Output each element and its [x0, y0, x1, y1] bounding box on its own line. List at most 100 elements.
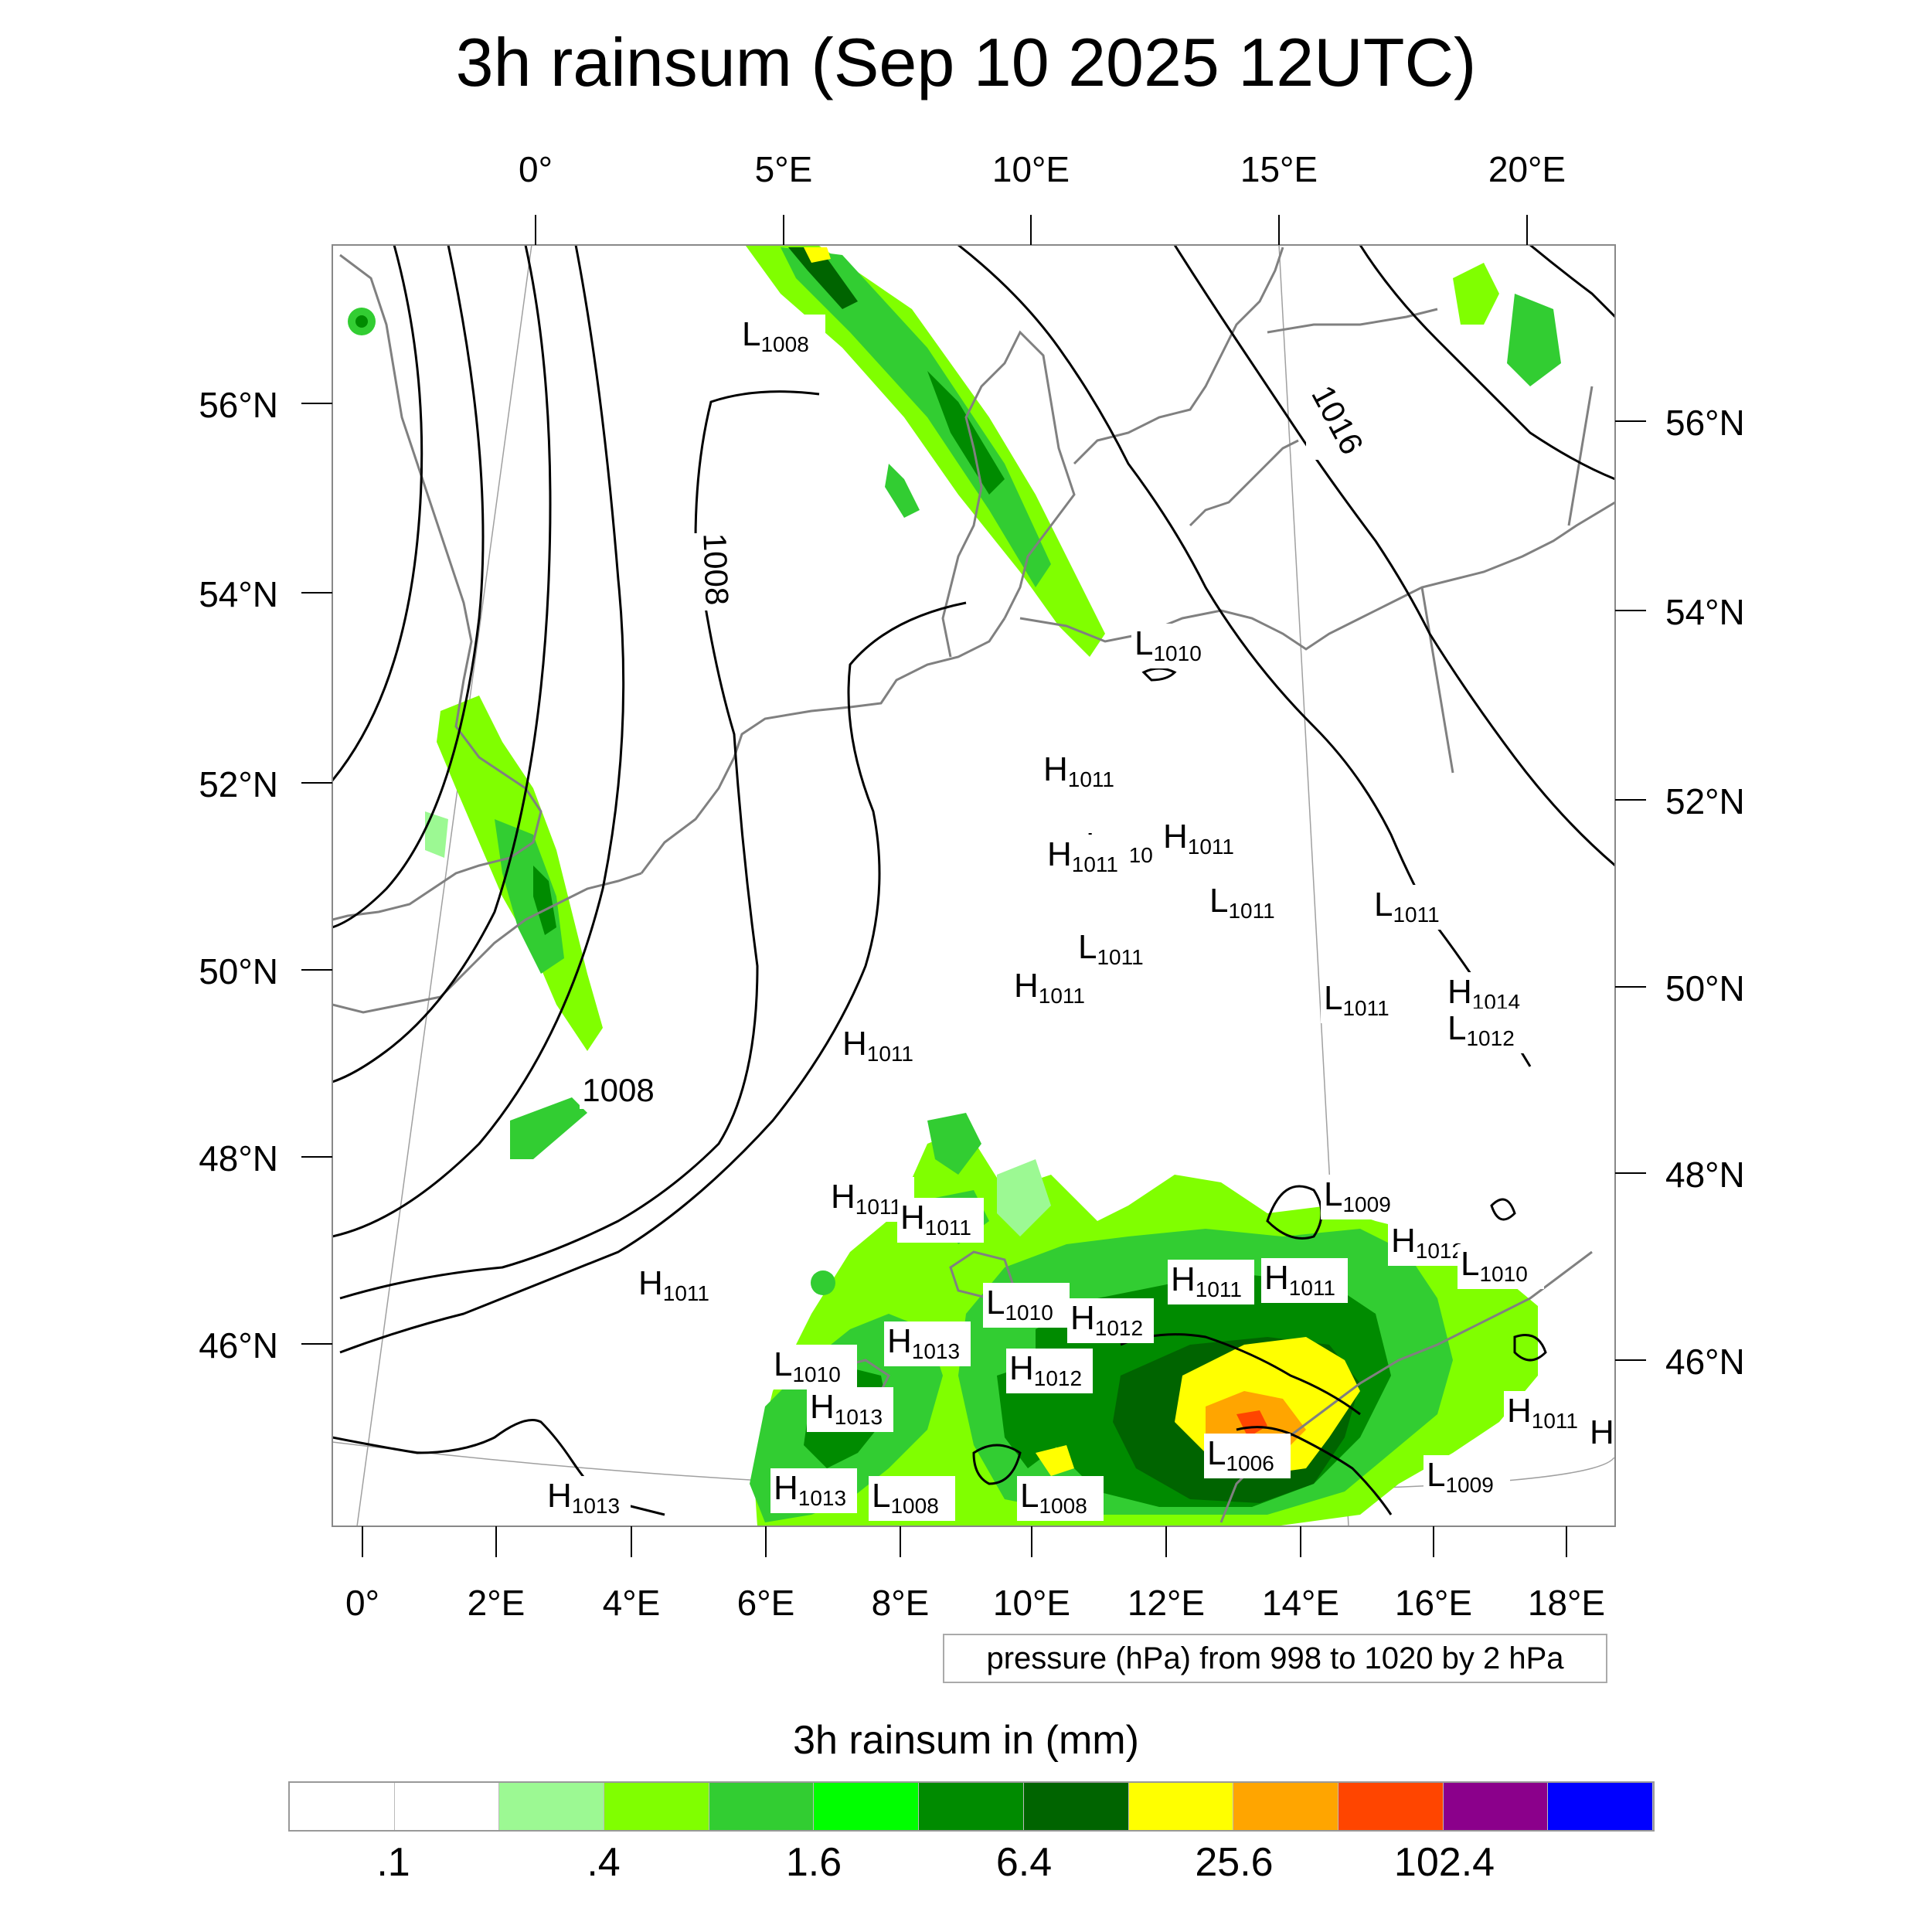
- right-lat-label: 48°N: [1665, 1155, 1745, 1195]
- pressure-center-high: H1011: [897, 1198, 984, 1243]
- colorbar-swatch: [290, 1783, 395, 1830]
- colorbar-label: .4: [587, 1840, 621, 1885]
- contour-info-box: pressure (hPa) from 998 to 1020 by 2 hPa: [943, 1634, 1607, 1683]
- pressure-center-high: H1011: [1168, 1260, 1254, 1304]
- pressure-center-label: L1010: [774, 1345, 841, 1386]
- left-lat-label: 54°N: [199, 574, 278, 614]
- left-lat-label: 46°N: [199, 1325, 278, 1366]
- pressure-center-high: H1011: [1261, 1258, 1348, 1303]
- pressure-center-high: H1013: [884, 1321, 971, 1366]
- map-layers: 1008 1008 1016 L1008L1010H1011L1010H1011…: [332, 245, 1615, 1526]
- pressure-center-low: L1010: [983, 1283, 1070, 1328]
- left-lat-label: 50°N: [199, 951, 278, 992]
- pressure-center-high: H1011: [635, 1264, 722, 1308]
- isobars: [332, 245, 1615, 1516]
- colorbar-label: 102.4: [1393, 1840, 1495, 1885]
- right-lat-label: 50°N: [1665, 968, 1745, 1009]
- left-lat-label: 48°N: [199, 1138, 278, 1179]
- pressure-center-low: L1008: [1017, 1476, 1104, 1521]
- pressure-center-low: L1008: [869, 1476, 955, 1521]
- pressure-center-low: L1011: [1206, 881, 1293, 926]
- left-lat-label: 56°N: [199, 385, 278, 425]
- pressure-center-high: H1011: [1011, 966, 1097, 1011]
- right-ticks: [1615, 420, 1646, 1361]
- bottom-lon-label: 12°E: [1128, 1583, 1205, 1623]
- left-lat-label: 52°N: [199, 764, 278, 804]
- pressure-center-labels: L1008L1010H1011L1010H1011H1011L1011L1011…: [544, 315, 1615, 1521]
- bottom-ticks: [362, 1526, 1567, 1557]
- colorbar-label: 1.6: [785, 1840, 842, 1885]
- colorbar-swatch: [919, 1783, 1024, 1830]
- pressure-center-low: L1010: [1131, 624, 1218, 668]
- colorbar-swatch: [1023, 1783, 1129, 1830]
- pressure-center-high: H1011: [1044, 835, 1131, 879]
- pressure-center-low: L1011: [1321, 978, 1407, 1023]
- pressure-center-label: L1009: [1427, 1456, 1494, 1497]
- top-tick-labels: 0° 5°E 10°E 15°E 20°E: [519, 149, 1566, 189]
- plot-frame: [332, 244, 1616, 1527]
- colorbar-swatch: [499, 1783, 605, 1830]
- pressure-center-label: L1011: [1078, 928, 1144, 969]
- right-lat-label: 56°N: [1665, 403, 1745, 443]
- colorbar-swatch: [814, 1783, 920, 1830]
- pressure-center-low: L1010: [1458, 1244, 1544, 1289]
- pressure-center-high: H1011: [1504, 1391, 1590, 1436]
- pressure-center-low: L1008: [739, 315, 825, 359]
- colorbar: [288, 1781, 1655, 1832]
- colorbar-swatch: [1338, 1783, 1444, 1830]
- pressure-center-high: H1011: [1160, 817, 1247, 862]
- right-lat-label: 46°N: [1665, 1342, 1745, 1382]
- pressure-center-label: L1008: [1020, 1477, 1087, 1518]
- pressure-center-low: L1010: [770, 1345, 857, 1389]
- bottom-lon-label: 8°E: [872, 1583, 930, 1623]
- left-ticks: [301, 403, 332, 1345]
- right-tick-labels: 56°N 54°N 52°N 50°N 48°N 46°N: [1665, 403, 1745, 1382]
- colorbar-swatch: [709, 1783, 815, 1830]
- colorbar-swatch: [1443, 1783, 1549, 1830]
- bottom-lon-label: 6°E: [737, 1583, 795, 1623]
- right-lat-label: 52°N: [1665, 781, 1745, 821]
- bottom-lon-label: 18°E: [1528, 1583, 1605, 1623]
- pressure-center-high: H1013: [807, 1387, 893, 1432]
- pressure-center-high: H1013: [770, 1468, 857, 1513]
- pressure-center-high: H: [1587, 1413, 1615, 1458]
- pressure-center-label: H: [1590, 1413, 1614, 1451]
- pressure-center-low: L1011: [1371, 885, 1458, 930]
- top-lon-label: 5°E: [755, 149, 813, 189]
- colorbar-labels: .1 .4 1.6 6.4 25.6 102.4: [288, 1839, 1655, 1886]
- colorbar-swatch: [1128, 1783, 1234, 1830]
- top-ticks: [535, 215, 1528, 245]
- pressure-center-low: L1009: [1423, 1455, 1510, 1500]
- pressure-center-high: H1013: [544, 1476, 631, 1521]
- top-lon-label: 0°: [519, 149, 553, 189]
- bottom-lon-label: 14°E: [1262, 1583, 1339, 1623]
- bottom-tick-labels: 0° 2°E 4°E 6°E 8°E 10°E 12°E 14°E 16°E 1…: [345, 1583, 1605, 1623]
- bottom-lon-label: 0°: [345, 1583, 379, 1623]
- top-lon-label: 15°E: [1240, 149, 1318, 189]
- colorbar-label: .1: [376, 1840, 410, 1885]
- pressure-center-high: H1011: [1040, 750, 1127, 794]
- pressure-center-low: L1012: [1444, 1009, 1531, 1053]
- colorbar-swatch: [1548, 1783, 1653, 1830]
- pressure-center-label: L1011: [1324, 979, 1389, 1020]
- pressure-center-high: H1012: [1388, 1221, 1475, 1266]
- pressure-center-label: H1012: [1009, 1349, 1082, 1390]
- bottom-lon-label: 2°E: [468, 1583, 526, 1623]
- pressure-center-label: L1012: [1447, 1009, 1515, 1050]
- pressure-center-high: H1011: [839, 1024, 926, 1069]
- bottom-lon-label: 4°E: [603, 1583, 661, 1623]
- contour-label: 1008: [696, 532, 735, 606]
- colorbar-title: 3h rainsum in (mm): [793, 1718, 1139, 1763]
- right-lat-label: 54°N: [1665, 592, 1745, 632]
- colorbar-swatch: [1233, 1783, 1338, 1830]
- colorbar-swatch: [394, 1783, 500, 1830]
- bottom-lon-label: 10°E: [993, 1583, 1070, 1623]
- contour-label: 1008: [582, 1072, 654, 1108]
- left-tick-labels: 56°N 54°N 52°N 50°N 48°N 46°N: [199, 385, 278, 1366]
- map-title: 3h rainsum (Sep 10 2025 12UTC): [455, 24, 1477, 100]
- colorbar-label: 6.4: [995, 1840, 1053, 1885]
- pressure-center-label: L1011: [1209, 882, 1275, 923]
- bottom-lon-label: 16°E: [1395, 1583, 1472, 1623]
- top-lon-label: 10°E: [992, 149, 1070, 189]
